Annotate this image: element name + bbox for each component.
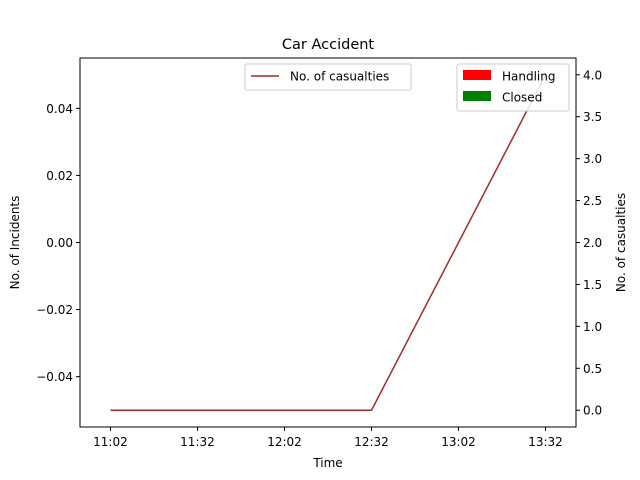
handling-legend-label: Handling (502, 70, 556, 84)
left-y-tick-label: 0.04 (46, 102, 73, 116)
x-tick-label: 12:02 (267, 435, 302, 449)
x-tick-label: 11:32 (180, 435, 215, 449)
x-tick-label: 12:32 (354, 435, 389, 449)
right-y-tick-label: 0.5 (583, 362, 602, 376)
left-y-tick-label: −0.02 (36, 303, 73, 317)
right-y-tick-label: 3.0 (583, 152, 602, 166)
closed-legend-label: Closed (502, 91, 542, 105)
right-y-tick-label: 1.0 (583, 320, 602, 334)
axes-layer: 11:02 11:32 12:02 12:32 13:02 13:32 −0.04 −0.02… (36, 68, 602, 449)
right-y-tick-label: 2.5 (583, 194, 602, 208)
casualties-line (110, 74, 547, 411)
x-axis-label: Time (312, 456, 342, 470)
right-axis-label: No. of casualties (614, 193, 628, 292)
right-y-tick-label: 4.0 (583, 68, 602, 82)
line-legend-box (244, 63, 412, 91)
series-layer (110, 74, 547, 411)
x-tick-label: 13:02 (441, 435, 476, 449)
right-y-tick-label: 2.0 (583, 236, 602, 250)
x-tick-label: 11:02 (93, 435, 128, 449)
chart-title: Car Accident (282, 37, 375, 53)
line-legend-label: No. of casualties (290, 70, 389, 84)
right-y-tick-label: 1.5 (583, 278, 602, 292)
closed-legend-swatch (463, 91, 491, 101)
handling-legend-swatch (463, 70, 491, 80)
left-y-tick-label: 0.02 (46, 169, 73, 183)
line-legend: No. of casualties (244, 63, 412, 91)
plot-frame (79, 57, 577, 428)
right-y-tick-label: 0.0 (583, 404, 602, 418)
left-axis-label: No. of Incidents (8, 196, 22, 290)
left-y-tick-label: 0.00 (46, 236, 73, 250)
left-y-tick-label: −0.04 (36, 370, 73, 384)
bar-legend: Handling Closed (456, 63, 570, 112)
right-y-tick-label: 3.5 (583, 110, 602, 124)
x-tick-label: 13:32 (528, 435, 563, 449)
